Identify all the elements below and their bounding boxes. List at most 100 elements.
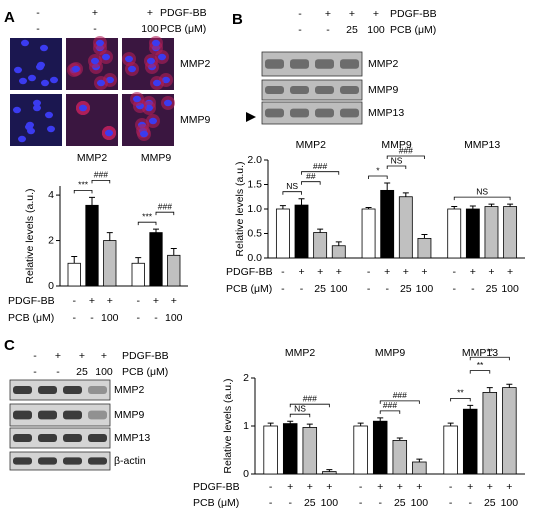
treatment-sign: - [93, 23, 97, 35]
treatment-name: PCB (μM) [160, 23, 206, 35]
blot-band [315, 108, 334, 118]
bar [353, 425, 368, 475]
significance-bracket [282, 191, 302, 195]
row-sign: + [287, 481, 293, 493]
image-label: MMP9 [180, 114, 210, 126]
bar [503, 206, 518, 259]
row-sign: 25 [394, 497, 406, 509]
error-bar [317, 228, 324, 233]
bar [412, 461, 427, 475]
bar [167, 254, 181, 287]
bar [484, 206, 499, 259]
row-sign: + [317, 266, 323, 278]
micrograph [66, 94, 118, 146]
row-sign: 100 [411, 497, 429, 509]
cell-nucleus [158, 53, 166, 61]
micrograph [10, 94, 62, 146]
blot-band [88, 434, 107, 442]
y-axis-label: Relative levels (a.u.) [24, 188, 36, 283]
blot-band [340, 59, 359, 69]
row-sign: 100 [321, 497, 339, 509]
row-sign: 25 [400, 283, 412, 295]
bar [302, 427, 318, 475]
cell-nucleus [40, 44, 48, 52]
cell-nucleus [128, 65, 136, 73]
error-bar [447, 422, 454, 426]
y-tick-label: 0 [48, 280, 54, 292]
row-sign: 100 [416, 283, 434, 295]
bar [313, 232, 328, 259]
error-bar [488, 203, 495, 207]
significance-label: ### [94, 170, 108, 180]
cell-nucleus [21, 39, 29, 47]
row-sign: 100 [501, 497, 519, 509]
micrograph [66, 36, 118, 90]
error-bar [279, 205, 286, 209]
y-tick-label: 4 [48, 189, 54, 201]
significance-label: ## [306, 171, 316, 181]
row-sign: - [468, 497, 472, 509]
error-bar [135, 257, 142, 264]
bar [447, 208, 462, 259]
row-name: PCB (μM) [226, 283, 272, 295]
bar [502, 387, 517, 475]
treatment-sign: + [349, 8, 355, 20]
bar [263, 425, 278, 475]
treatment-sign: + [325, 8, 331, 20]
error-bar [421, 233, 428, 239]
row-name: PCB (μM) [8, 312, 54, 324]
cell-nucleus [106, 76, 114, 84]
treatment-sign: - [36, 7, 40, 19]
bar [67, 262, 81, 287]
treatment-sign: + [101, 350, 107, 362]
error-bar [89, 196, 95, 206]
blot-band [63, 457, 82, 465]
row-sign: 100 [165, 312, 183, 324]
row-sign: + [384, 266, 390, 278]
cell-nucleus [72, 65, 80, 73]
row-sign: - [367, 266, 371, 278]
blot-band [63, 410, 82, 420]
error-bar [335, 241, 342, 246]
row-sign: + [416, 481, 422, 493]
panel-label: B [232, 11, 243, 28]
treatment-sign: - [33, 366, 37, 378]
treatment-sign: + [55, 350, 61, 362]
significance-label: ** [477, 360, 484, 370]
row-sign: - [449, 481, 453, 493]
cell-nucleus [125, 55, 133, 63]
row-sign: 25 [304, 497, 316, 509]
blot-label: MMP9 [114, 409, 144, 421]
row-sign: - [471, 283, 475, 295]
blot-label: MMP13 [368, 107, 404, 119]
row-sign: + [377, 481, 383, 493]
row-sign: - [269, 497, 273, 509]
blot-strip [9, 403, 111, 427]
row-name: PDGF-BB [226, 266, 273, 278]
cell-nucleus [50, 76, 58, 84]
cell-nucleus [153, 79, 161, 87]
significance-label: ### [393, 390, 407, 400]
bar [417, 237, 432, 259]
treatment-sign: 100 [95, 366, 113, 378]
row-sign: + [326, 481, 332, 493]
micrograph [10, 38, 62, 90]
row-sign: - [385, 283, 389, 295]
cell-nucleus [162, 76, 170, 84]
row-name: PDGF-BB [8, 295, 55, 307]
group-title: MMP2 [77, 152, 107, 164]
panel-label: A [4, 9, 15, 26]
bar [398, 196, 413, 259]
row-sign: + [506, 481, 512, 493]
treatment-sign: + [79, 350, 85, 362]
significance-bracket [289, 403, 330, 408]
blot-label: MMP2 [114, 384, 144, 396]
y-axis-label: Relative levels (a.u.) [234, 161, 246, 256]
significance-bracket [386, 155, 425, 160]
panel-label: C [4, 337, 15, 354]
blot-band [290, 108, 309, 118]
treatment-name: PCB (μM) [390, 24, 436, 36]
cell-nucleus [19, 77, 27, 85]
blot-band [265, 108, 284, 118]
blot-band [38, 410, 57, 420]
